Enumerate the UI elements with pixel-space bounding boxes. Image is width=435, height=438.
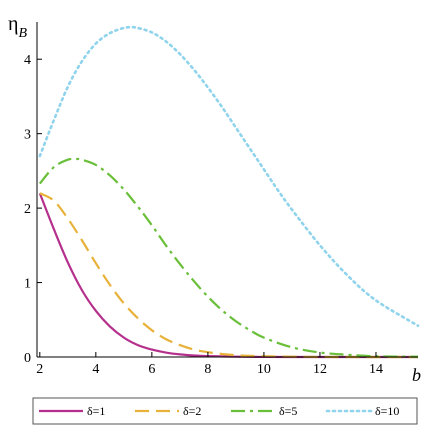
legend-label-4: δ=10 (375, 404, 399, 418)
series-layer (38, 25, 420, 359)
series-line-4 (38, 25, 420, 328)
x-tick-label: 8 (204, 362, 211, 377)
y-tick-label: 0 (24, 351, 31, 366)
x-tick-label: 10 (257, 362, 271, 377)
axes-layer (36, 22, 418, 358)
y-axis-title-main: η (8, 13, 18, 35)
x-axis-title: b (412, 365, 421, 385)
x-tick-label: 4 (92, 362, 99, 377)
y-tick-label: 4 (24, 53, 31, 68)
legend-label-3: δ=5 (279, 404, 297, 418)
series-line-2 (39, 192, 418, 359)
y-axis-title-sub: B (18, 26, 27, 41)
x-tick-label: 2 (36, 362, 43, 377)
legend-label-2: δ=2 (183, 404, 201, 418)
legend-label-1: δ=1 (87, 404, 105, 418)
y-tick-label: 1 (24, 277, 31, 292)
series-line-3 (38, 157, 419, 358)
y-ticks: 0 1 2 3 4 (24, 53, 42, 366)
x-ticks: 2 4 6 8 10 12 14 (36, 352, 383, 377)
y-axis-title: ηB (8, 13, 27, 41)
x-tick-label: 12 (313, 362, 327, 377)
legend-items: δ=1 δ=2 δ=5 δ=10 (39, 404, 399, 418)
legend: δ=1 δ=2 δ=5 δ=10 (32, 397, 418, 425)
x-tick-label: 14 (369, 362, 383, 377)
x-tick-label: 6 (148, 362, 155, 377)
y-tick-label: 2 (24, 202, 31, 217)
y-tick-label: 3 (24, 128, 31, 143)
series-line-1 (38, 192, 418, 359)
